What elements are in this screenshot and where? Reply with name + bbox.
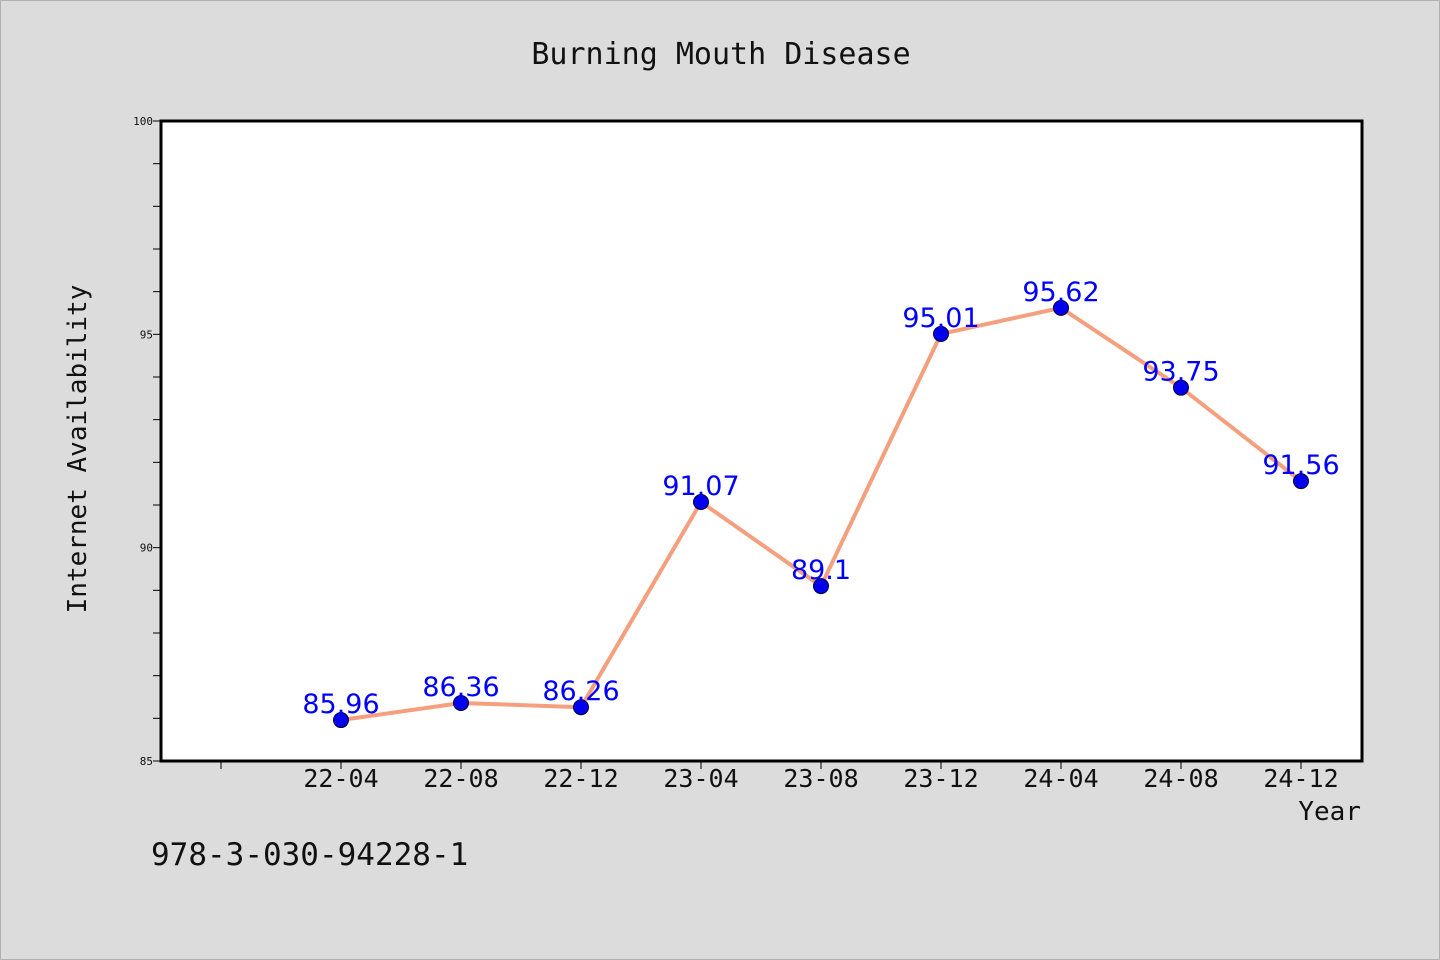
- x-tick-label: 23-04: [663, 764, 738, 793]
- y-tick-label: 85: [140, 755, 153, 768]
- data-point: [933, 325, 949, 342]
- x-axis-label: Year: [1298, 797, 1361, 827]
- data-label: 91.07: [662, 471, 739, 502]
- x-tick-label: 22-04: [303, 764, 378, 793]
- data-point: [1173, 379, 1189, 396]
- series-group: 85.96 86.36 86.26 91.07 89.1 95.01 95.62 93.75 9…: [302, 277, 1340, 729]
- data-label: 93.75: [1142, 357, 1219, 388]
- x-tick-label: 24-04: [1023, 764, 1098, 793]
- x-tick-label: 22-12: [543, 764, 618, 793]
- x-axis-ticks: 22-04 22-08 22-12 23-04 23-08 23-12 24-04 24-08…: [220, 761, 1339, 793]
- y-tick-label: 90: [140, 542, 153, 555]
- y-tick-label: 100: [133, 115, 153, 128]
- plot-area: [159, 119, 1364, 763]
- data-point: [1293, 473, 1309, 490]
- data-label: 95.62: [1022, 277, 1099, 308]
- data-point: [453, 694, 469, 711]
- y-axis-label: Internet Availability: [63, 285, 93, 614]
- x-tick-label: 24-12: [1263, 764, 1338, 793]
- data-label: 85.96: [302, 689, 379, 720]
- data-point: [1053, 299, 1069, 316]
- data-point: [573, 699, 589, 716]
- footnote: 978-3-030-94228-1: [151, 837, 468, 873]
- chart-title: Burning Mouth Disease: [531, 37, 910, 72]
- data-label: 89.1: [791, 555, 851, 586]
- x-tick-label: 23-08: [783, 764, 858, 793]
- y-axis-ticks: 85 90 95 100: [133, 115, 161, 768]
- x-tick-label: 24-08: [1143, 764, 1218, 793]
- y-tick-label: 95: [140, 328, 153, 341]
- x-tick-label: 22-08: [423, 764, 498, 793]
- x-tick-label: 23-12: [903, 764, 978, 793]
- data-point: [813, 578, 829, 595]
- data-label: 95.01: [902, 303, 979, 334]
- data-label: 91.56: [1262, 450, 1339, 481]
- data-point: [333, 712, 349, 729]
- data-label: 86.26: [542, 676, 619, 707]
- data-label: 86.36: [422, 672, 499, 703]
- data-point: [693, 494, 709, 511]
